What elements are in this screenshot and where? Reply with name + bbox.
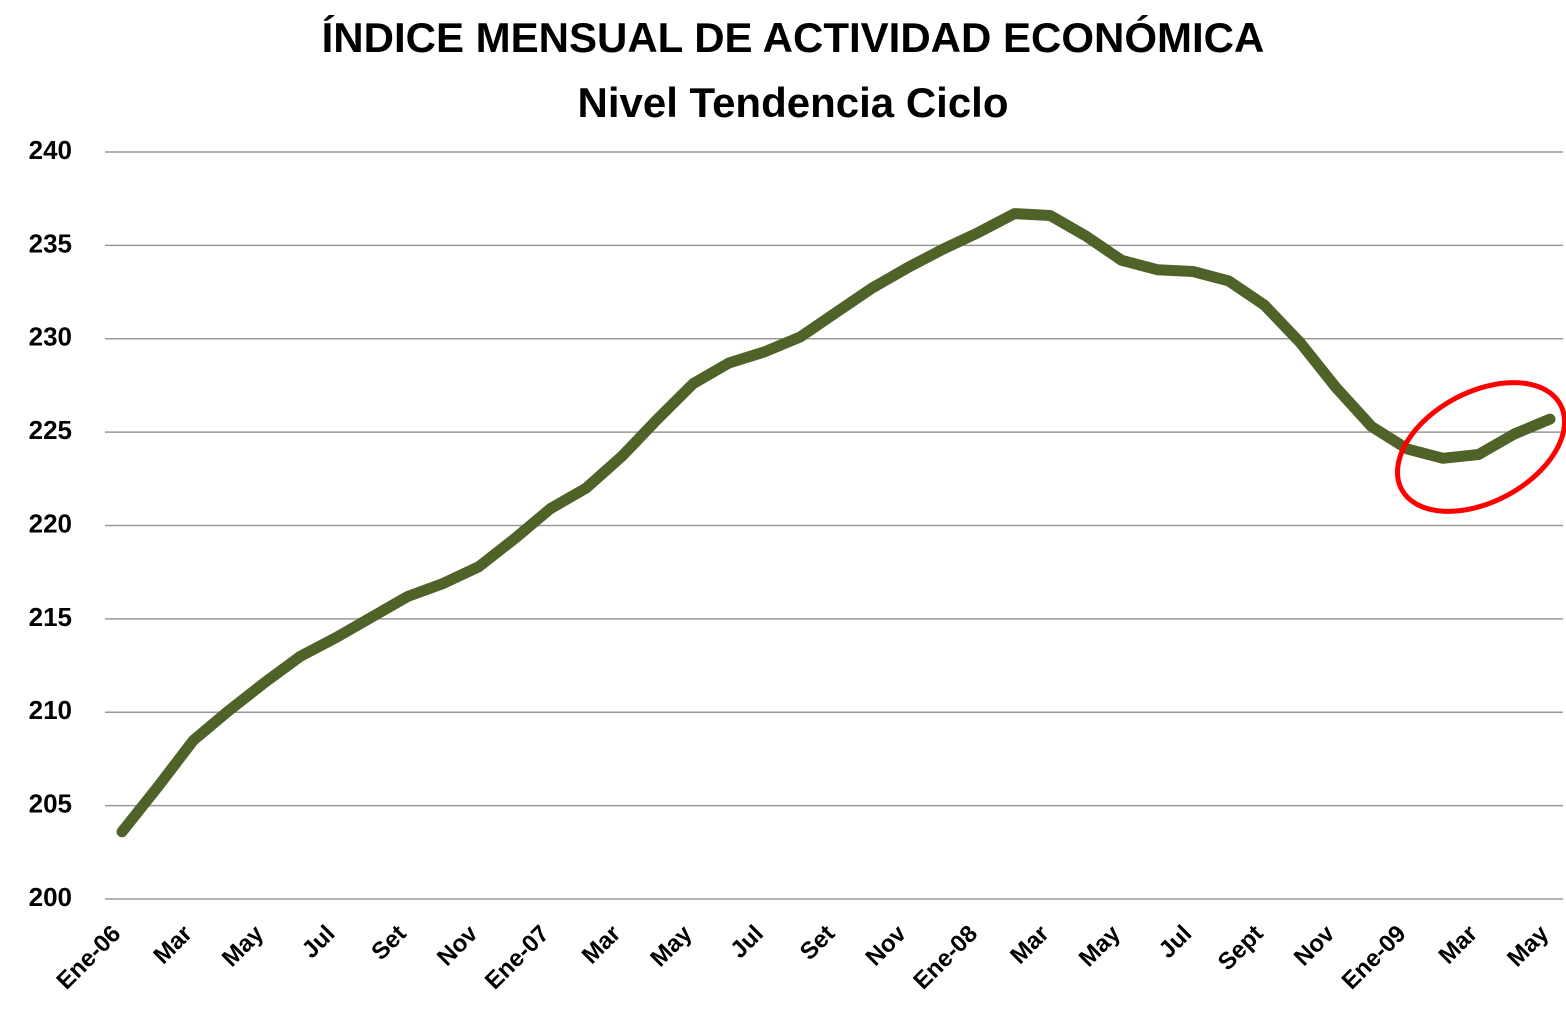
data-line xyxy=(116,208,1556,838)
x-tick-label: Nov xyxy=(1289,920,1341,972)
y-tick-label: 205 xyxy=(29,789,72,819)
y-tick-label: 215 xyxy=(29,602,72,632)
x-tick-label: Mar xyxy=(148,920,197,969)
x-tick-label: Ene-07 xyxy=(480,920,555,995)
x-tick-label: Set xyxy=(795,920,841,966)
x-tick-label: Mar xyxy=(577,920,626,969)
x-tick-label: Mar xyxy=(1434,920,1483,969)
x-tick-label: May xyxy=(217,920,270,973)
y-tick-label: 225 xyxy=(29,415,72,445)
chart-title: ÍNDICE MENSUAL DE ACTIVIDAD ECONÓMICA xyxy=(322,13,1265,61)
x-tick-label: May xyxy=(1074,920,1127,973)
y-tick-label: 240 xyxy=(29,135,72,165)
x-tick-label: Sept xyxy=(1213,920,1269,976)
x-tick-label: Jul xyxy=(725,920,769,964)
x-tick-label: Set xyxy=(366,920,412,966)
chart-subtitle: Nivel Tendencia Ciclo xyxy=(577,79,1008,126)
highlight-ellipse xyxy=(1394,380,1566,514)
x-tick-label: Mar xyxy=(1005,920,1054,969)
y-tick-label: 220 xyxy=(29,508,72,538)
x-tick-label: Nov xyxy=(860,920,912,972)
x-tick-label: Jul xyxy=(297,920,341,964)
y-tick-label: 235 xyxy=(29,228,72,258)
x-tick-label: May xyxy=(645,920,698,973)
y-tick-label: 200 xyxy=(29,882,72,912)
x-tick-label: Ene-08 xyxy=(908,920,983,995)
y-tick-label: 230 xyxy=(29,322,72,352)
x-tick-label: Nov xyxy=(432,920,484,972)
x-tick-label: Ene-06 xyxy=(51,920,126,995)
x-tick-label: Jul xyxy=(1154,920,1198,964)
y-tick-label: 210 xyxy=(29,695,72,725)
x-tick-label: May xyxy=(1502,920,1555,973)
x-tick-label: Ene-09 xyxy=(1337,920,1412,995)
